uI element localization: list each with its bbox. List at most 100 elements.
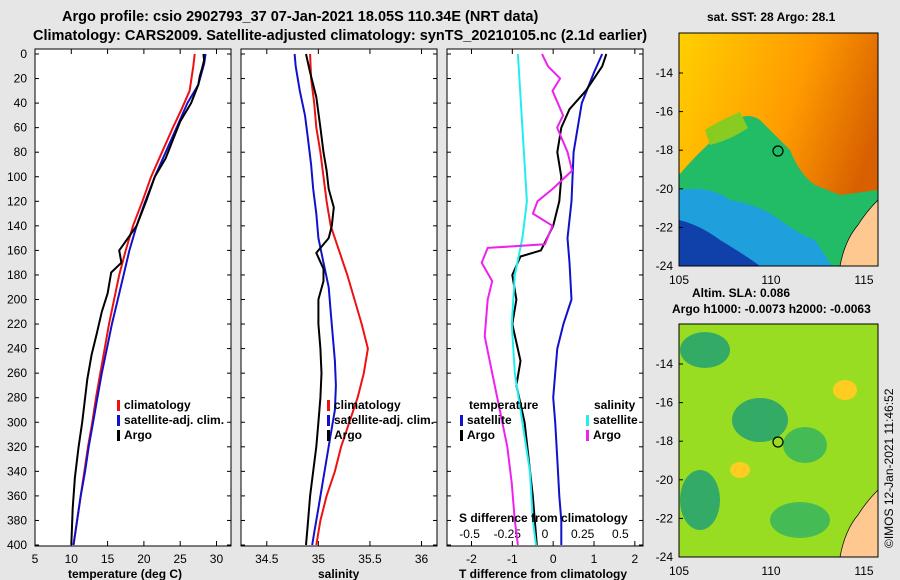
series-line-temperature-argo	[511, 53, 608, 546]
legend-label-climatology: climatology	[124, 398, 191, 412]
x-tick-label: 2	[631, 552, 638, 566]
map-lat-label: -16	[656, 105, 674, 119]
top-x-tick-label: 0.5	[612, 527, 629, 541]
sla-anomaly	[833, 380, 857, 400]
difference-top-x-label: S difference from climatology	[459, 511, 628, 525]
map-lat-label: -22	[656, 511, 674, 525]
depth-tick-label: 100	[7, 170, 27, 184]
difference-lines	[480, 53, 608, 546]
x-tick-label: 10	[65, 552, 79, 566]
depth-tick-label: 380	[7, 513, 27, 527]
x-tick-label: 35	[312, 552, 326, 566]
difference-x-ticks: -2 -1 0 1 2	[466, 49, 638, 566]
legend-title-salinity: salinity	[594, 398, 636, 412]
australia-land	[839, 489, 879, 558]
map-lat-label: -18	[656, 143, 674, 157]
temperature-legend: climatology satellite-adj. clim. Argo	[117, 398, 224, 442]
x-tick-label: 35.5	[358, 552, 382, 566]
sst-map	[678, 32, 879, 267]
x-tick-label: 15	[101, 552, 115, 566]
title-line-2: Climatology: CARS2009. Satellite-adjuste…	[33, 28, 647, 44]
x-tick-label: 0	[550, 552, 557, 566]
x-tick-label: 1	[591, 552, 598, 566]
legend-swatch-satellite	[327, 415, 330, 426]
depth-tick-label: 140	[7, 219, 27, 233]
legend-label-satellite: satellite-adj. clim.	[124, 413, 224, 427]
x-tick-label: 5	[32, 552, 39, 566]
sst-map-title: sat. SST: 28 Argo: 28.1	[707, 10, 836, 24]
x-tick-label: 36	[415, 552, 429, 566]
sla-anomaly	[783, 427, 827, 463]
map-lat-label: -16	[656, 396, 674, 410]
x-tick-label: -2	[466, 552, 477, 566]
legend-swatch-argo	[327, 430, 330, 441]
depth-tick-label: 80	[14, 145, 28, 159]
map-lon-label: 115	[854, 564, 873, 578]
difference-top-x-ticks: -0.5 -0.25 0 0.25 0.5	[459, 527, 629, 541]
map-lat-label: -20	[656, 182, 674, 196]
series-line-argo	[305, 53, 335, 546]
legend-label-argo: Argo	[334, 428, 362, 442]
legend-swatch-s-satellite	[586, 415, 589, 426]
salinity-x-label: salinity	[318, 567, 360, 580]
depth-tick-label: 200	[7, 293, 27, 307]
map-lat-label: -22	[656, 220, 674, 234]
depth-tick-label: 60	[14, 121, 28, 135]
legend-swatch-t-argo	[460, 430, 463, 441]
legend-label-argo: Argo	[124, 428, 152, 442]
legend-label-t-argo: Argo	[467, 428, 495, 442]
map-lat-label: -20	[656, 473, 674, 487]
legend-label-s-argo: Argo	[593, 428, 621, 442]
depth-tick-label: 340	[7, 464, 27, 478]
depth-tick-label: 400	[7, 538, 27, 552]
depth-tick-label: 0	[20, 47, 27, 61]
salinity-lines	[293, 53, 369, 546]
map-lat-label: -14	[656, 357, 674, 371]
map-lat-label: -18	[656, 434, 674, 448]
map-lon-label: 105	[669, 273, 689, 287]
title-line-1: Argo profile: csio 2902793_37 07-Jan-202…	[62, 9, 538, 25]
depth-tick-label: 240	[7, 342, 27, 356]
sla-anomaly	[732, 398, 788, 442]
temperature-x-ticks: 5 10 15 20 25 30	[32, 49, 223, 566]
temperature-panel	[34, 48, 232, 547]
top-x-tick-label: 0.25	[571, 527, 595, 541]
map-lon-label: 105	[669, 564, 689, 578]
sla-anomaly	[770, 502, 830, 538]
sla-map-title-2: Argo h1000: -0.0073 h2000: -0.0063	[672, 302, 871, 316]
depth-tick-label: 260	[7, 366, 27, 380]
legend-swatch-t-satellite	[460, 415, 463, 426]
legend-swatch-satellite	[117, 415, 120, 426]
series-line-climatology	[309, 53, 369, 546]
difference-legend-temperature: temperature satellite Argo	[460, 398, 539, 442]
difference-x-label: T difference from climatology	[459, 567, 627, 580]
depth-tick-label: 300	[7, 415, 27, 429]
depth-tick-label: 160	[7, 243, 27, 257]
legend-label-satellite: satellite-adj. clim.	[334, 413, 434, 427]
top-x-tick-label: 0	[542, 527, 549, 541]
depth-axis-ticks	[35, 53, 643, 546]
legend-swatch-climatology	[327, 400, 330, 411]
depth-tick-label: 320	[7, 440, 27, 454]
sla-map-frame	[678, 323, 879, 558]
sla-anomaly	[730, 462, 750, 478]
depth-tick-label: 120	[7, 194, 27, 208]
map-lat-label: -24	[656, 259, 674, 273]
imos-credit: ©IMOS 12-Jan-2021 11:46:52	[882, 388, 896, 548]
depth-tick-label: 280	[7, 391, 27, 405]
x-tick-label: 20	[137, 552, 151, 566]
legend-label-s-satellite: satellite	[593, 413, 638, 427]
map-lat-label: -14	[656, 66, 674, 80]
x-tick-label: 25	[174, 552, 188, 566]
sst-map-frame	[678, 32, 879, 267]
sst-mid-region	[705, 112, 748, 145]
legend-swatch-climatology	[117, 400, 120, 411]
depth-tick-label: 360	[7, 489, 27, 503]
salinity-legend: climatology satellite-adj. clim. Argo	[327, 398, 434, 442]
depth-tick-label: 20	[14, 72, 28, 86]
temperature-x-label: temperature (deg C)	[68, 567, 182, 580]
series-line-temperature-satellite	[552, 53, 604, 545]
sst-coldest-region	[679, 220, 760, 266]
